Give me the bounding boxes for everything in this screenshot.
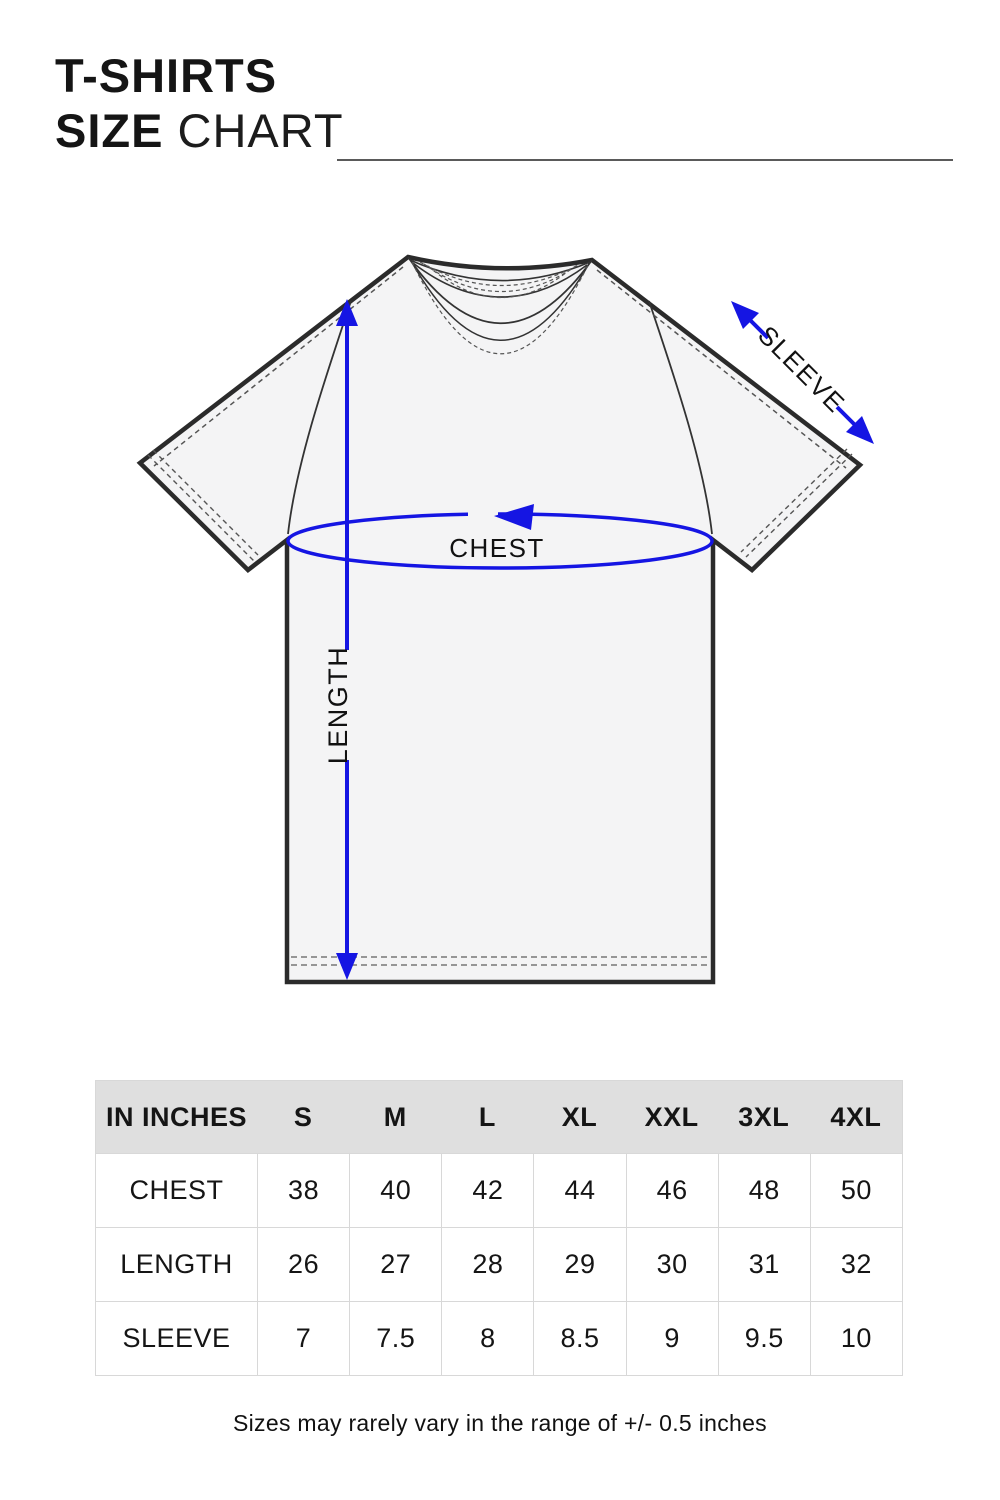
shoulder-stitch-left: [153, 266, 404, 467]
length-arrowhead-up: [336, 299, 358, 326]
chest-value-4xl: 50: [809, 1154, 902, 1227]
header-cell-3xl: 3XL: [738, 1101, 790, 1132]
chest-measure-ellipse: [286, 512, 714, 570]
collar-band-stitch-1: [419, 261, 581, 287]
tshirt-diagram: CHEST LENGTH SLEEVE: [136, 254, 874, 985]
page-title: T-SHIRTS SIZE CHART: [55, 48, 344, 158]
sleeve-value-xl: 8.5: [533, 1302, 625, 1375]
length-value-s: 26: [257, 1228, 349, 1301]
table-row-chest: CHEST 38 40 42 44 46 48 50: [96, 1153, 902, 1227]
length-label: LENGTH: [323, 646, 353, 765]
chest-label: CHEST: [449, 533, 545, 563]
chest-value-m: 40: [349, 1154, 441, 1227]
collar-band-stitch-3: [427, 265, 573, 299]
shoulder-stitch-right: [596, 269, 847, 469]
header-cell-xxl: XXL: [644, 1101, 699, 1132]
cuff-stitch-right-2: [740, 448, 848, 553]
sleeve-arrowhead-up: [731, 301, 759, 329]
title-underline-rule: [337, 159, 953, 161]
header-cell-s: S: [293, 1101, 313, 1132]
tshirt-outline: [136, 254, 864, 985]
sleeve-value-3xl: 9.5: [717, 1302, 810, 1375]
length-value-xl: 29: [533, 1228, 625, 1301]
size-table-header-row: IN INCHES S M L XL XXL 3XL 4XL: [96, 1081, 902, 1153]
chest-ellipse-gap: [468, 508, 498, 520]
armhole-seam-left: [287, 300, 352, 535]
sleeve-arrowhead-down: [846, 416, 874, 444]
chest-value-l: 42: [441, 1154, 533, 1227]
table-row-sleeve: SLEEVE 7 7.5 8 8.5 9 9.5 10: [96, 1301, 902, 1375]
sleeve-value-s: 7: [257, 1302, 349, 1375]
row-label-sleeve: SLEEVE: [122, 1323, 231, 1353]
title-chart-word: CHART: [177, 104, 344, 157]
armhole-seam-right: [648, 300, 713, 535]
header-cell-units: IN INCHES: [105, 1101, 248, 1132]
cuff-stitch-left-1: [147, 454, 255, 562]
header-cell-l: L: [478, 1101, 496, 1132]
sleeve-value-4xl: 10: [809, 1302, 902, 1375]
size-table: IN INCHES S M L XL XXL 3XL 4XL CHEST 38 …: [95, 1080, 903, 1376]
chest-arrowhead: [494, 504, 534, 530]
front-neckline-outer: [407, 256, 593, 325]
chest-value-xl: 44: [533, 1154, 625, 1227]
title-line-2: SIZE CHART: [55, 103, 344, 158]
sleeve-value-m: 7.5: [349, 1302, 441, 1375]
header-cell-4xl: 4XL: [830, 1101, 882, 1132]
length-value-3xl: 31: [717, 1228, 810, 1301]
title-size-word: SIZE: [55, 104, 164, 157]
chest-value-s: 38: [257, 1154, 349, 1227]
row-label-chest: CHEST: [129, 1175, 224, 1205]
collar-band-stitch-2: [423, 263, 577, 293]
length-value-4xl: 32: [809, 1228, 902, 1301]
length-value-m: 27: [349, 1228, 441, 1301]
sleeve-arrow-line-top: [747, 317, 770, 340]
cuff-stitch-right-1: [745, 453, 853, 558]
length-value-l: 28: [441, 1228, 533, 1301]
sleeve-arrow-line-bottom: [835, 405, 858, 428]
title-line-1: T-SHIRTS: [55, 49, 278, 102]
front-neckline-inner: [409, 258, 591, 341]
header-cell-m: M: [383, 1101, 407, 1132]
chest-value-3xl: 48: [717, 1154, 810, 1227]
cuff-stitch-left-2: [152, 449, 259, 556]
collar-band-lower-edge: [412, 262, 588, 298]
chest-value-xxl: 46: [625, 1154, 718, 1227]
length-arrowhead-down: [336, 953, 358, 980]
sleeve-value-l: 8: [441, 1302, 533, 1375]
table-row-length: LENGTH 26 27 28 29 30 31 32: [96, 1227, 902, 1301]
sleeve-value-xxl: 9: [625, 1302, 718, 1375]
row-label-length: LENGTH: [120, 1249, 233, 1279]
header-cell-xl: XL: [561, 1101, 598, 1132]
length-value-xxl: 30: [625, 1228, 718, 1301]
tolerance-note: Sizes may rarely vary in the range of +/…: [233, 1410, 767, 1436]
